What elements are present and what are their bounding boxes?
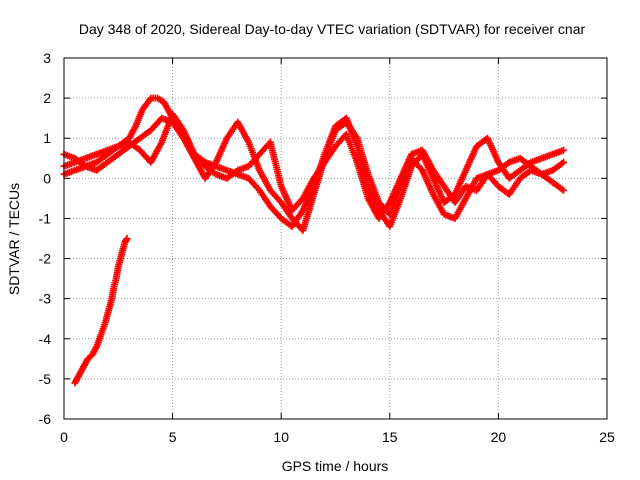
data-point-marker	[123, 235, 131, 242]
plot-frame	[63, 57, 608, 420]
x-tick-label: 25	[599, 429, 615, 445]
y-tick-label: 3	[43, 50, 51, 66]
y-tick-label: -4	[39, 331, 52, 347]
chart-title: Day 348 of 2020, Sidereal Day-to-day VTE…	[79, 21, 586, 37]
x-tick-label: 20	[491, 429, 507, 445]
y-tick-label: -6	[39, 411, 52, 427]
series-group	[60, 110, 568, 222]
x-axis-label: GPS time / hours	[282, 458, 389, 474]
data-point-marker	[560, 146, 568, 154]
series-group	[60, 114, 568, 234]
x-tick-label: 10	[273, 429, 289, 445]
x-tick-label: 0	[60, 429, 68, 445]
x-tick-label: 15	[382, 429, 398, 445]
y-tick-label: -2	[39, 251, 52, 267]
y-tick-label: -1	[39, 210, 52, 226]
y-tick-label: 0	[43, 170, 51, 186]
data-point-marker	[560, 158, 568, 166]
axis-ticks: 0 5 10 15 20 25 -6 -5 -4 -3 -2 -1 0 1 2 3	[39, 50, 615, 445]
y-tick-label: 2	[43, 90, 51, 106]
y-tick-label: 1	[43, 130, 51, 146]
x-tick-label: 5	[169, 429, 177, 445]
series-group	[60, 94, 568, 230]
data-points	[60, 94, 568, 387]
y-tick-label: -3	[39, 291, 52, 307]
grid-lines	[64, 58, 607, 419]
data-point-marker	[560, 186, 568, 194]
y-tick-label: -5	[39, 371, 52, 387]
y-axis-label: SDTVAR / TECUs	[6, 183, 22, 295]
series-group	[71, 235, 131, 387]
